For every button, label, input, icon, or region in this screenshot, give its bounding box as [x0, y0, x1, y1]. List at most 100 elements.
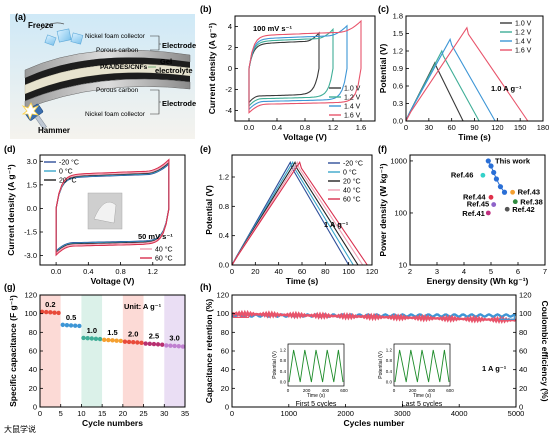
chart-g-band: [60, 295, 82, 407]
chart-g-point: [118, 338, 123, 344]
g-ytick-label: 80: [29, 328, 37, 337]
chart-f-ref-label: Ref.43: [518, 187, 541, 196]
top-collector-label: Nickel foam collector: [85, 33, 146, 40]
panel-a-schematic: (a) Freeze Hammer Nickel foam collector …: [10, 12, 196, 139]
g-ytick-label: 100: [24, 309, 37, 318]
h-ylabel: Capacitance retention (%): [204, 299, 214, 404]
d-ytick-label: -1.5: [24, 228, 37, 237]
chart-g-rate-label: 1.0: [87, 326, 97, 335]
chart-g-point: [44, 309, 49, 315]
chart-h-ylabel-right: Coulombic efficiency (%): [540, 300, 550, 401]
chart-h-inset-xtick: 400: [322, 388, 330, 393]
c-ytick-label: 0.0: [393, 117, 403, 126]
chart-g-point: [73, 323, 78, 328]
f-ytick-label: 10: [399, 261, 407, 270]
chart-d-legend-label: 20 °C: [59, 177, 77, 185]
chart-g-point: [151, 341, 157, 347]
chart-f-ref-point: [480, 172, 486, 178]
chart-e: 0 20 40 60 80 100 120 0.0 0.4 0.8 1.2 Time (s) Poten…: [204, 154, 378, 286]
chart-h-inset-xtick: 0: [393, 388, 396, 393]
c-ytick-label: 1.5: [393, 29, 403, 38]
chart-b-legend-label: 1.2 V: [344, 95, 361, 102]
h-ytick-label: 0: [225, 403, 229, 412]
chart-h-inset-ytick: 1.2: [386, 348, 393, 353]
chart-e-series-4: [231, 161, 368, 266]
c-xtick-label: 0: [404, 123, 408, 132]
g-xtick-label: 30: [160, 409, 168, 418]
chart-d-legend-label: -20 °C: [59, 159, 79, 167]
chart-f-ref-label: Ref.46: [451, 170, 474, 179]
d-ylabel: Current density (A g⁻¹): [6, 164, 16, 256]
chart-f-ref-point: [512, 199, 518, 205]
b-xtick-label: 1.2: [328, 123, 338, 132]
bottom-electrode-label: Electrode: [162, 99, 196, 108]
d-ytick-label: 1.5: [27, 180, 37, 189]
chart-h-inset-xtick: 200: [409, 388, 417, 393]
freeze-label: Freeze: [28, 21, 54, 30]
chart-f-ref-label: Ref.45: [467, 200, 490, 209]
chart-g-point: [131, 340, 136, 345]
chart-e-series-0: [231, 160, 350, 266]
chart-g-point: [122, 339, 128, 344]
d-xtick-label: 0.8: [115, 267, 125, 276]
e-ytick-label: 0.0: [219, 261, 229, 270]
top-electrode-bracket: [150, 35, 161, 51]
chart-g-point: [81, 335, 86, 341]
chart-g-annotation: Unit: A g⁻¹: [124, 302, 162, 311]
b-ytick-label: -2: [225, 85, 232, 94]
e-ytick-label: 0.4: [219, 231, 229, 240]
chart-e-annotation: 1 A g⁻¹: [324, 220, 349, 229]
chart-h-inset-ytick: 0.4: [386, 369, 393, 374]
chart-c-legend-label: 1.2 V: [515, 30, 532, 37]
chart-b-series-0: [248, 31, 320, 104]
chart-h-right-tick-label: 20: [519, 384, 527, 393]
chart-c-series-3: [405, 26, 529, 122]
panel-label-b: (b): [200, 4, 212, 14]
c-xtick-label: 180: [537, 123, 550, 132]
f-xtick-label: 6: [516, 267, 520, 276]
chart-f-thiswork-point: [485, 158, 491, 164]
chart-h-inset-xtick: 600: [340, 388, 348, 393]
h-xtick-label: 2000: [337, 409, 354, 418]
chart-d-plot-frame: [39, 154, 186, 266]
g-xlabel: Cycle numbers: [82, 418, 143, 428]
chart-g-point: [180, 344, 186, 349]
h-ytick-label: 40: [221, 365, 229, 374]
b-ylabel: Current density (A g⁻¹): [207, 23, 217, 115]
e-xtick-label: 20: [251, 267, 259, 276]
panel-label-c: (c): [378, 4, 389, 14]
panel-label-f: (f): [378, 144, 387, 154]
chart-g-band: [143, 295, 165, 407]
chart-g-point: [139, 340, 144, 345]
chart-g-rate-label: 0.2: [45, 300, 55, 309]
chart-h-right-tick-label: 80: [519, 328, 527, 337]
b-ytick-label: 0: [228, 64, 232, 73]
chart-f-thiswork-point: [491, 169, 497, 176]
panel-label-d: (d): [4, 144, 16, 154]
chart-g-point: [93, 336, 99, 341]
chart-d-legend-label: 0 °C: [59, 168, 73, 176]
chart-g-rate-label: 2.5: [149, 332, 159, 341]
d-xtick-label: 0.0: [51, 267, 61, 276]
chart-h-inset-ylabel: Potential (V): [272, 351, 278, 379]
chart-g-point: [39, 309, 45, 314]
chart-f-ref-point: [491, 202, 497, 207]
chart-g-point: [176, 344, 181, 349]
e-xtick-label: 80: [321, 267, 329, 276]
chart-c-legend-label: 1.6 V: [515, 48, 532, 55]
top-carbon-label: Porous carbon: [96, 47, 139, 54]
h-xtick-label: 0: [230, 409, 234, 418]
c-xtick-label: 150: [514, 123, 527, 132]
chart-g-point: [52, 310, 57, 315]
d-xtick-label: 0.4: [83, 267, 93, 276]
chart-h-inset-xlabel: Time (s): [413, 393, 431, 399]
b-ytick-label: 4: [228, 22, 232, 31]
panel-label-h: (h): [200, 282, 212, 292]
bottom-collector-layer: [24, 78, 191, 110]
chart-d-series-4: [55, 158, 170, 257]
f-ytick-label: 100: [394, 208, 407, 217]
chart-c-legend-label: 1.4 V: [515, 39, 532, 46]
top-electrode-label: Electrode: [162, 41, 196, 50]
chart-h-retention-arrow: [233, 313, 250, 318]
bottom-carbon-label: Porous carbon: [96, 87, 139, 94]
